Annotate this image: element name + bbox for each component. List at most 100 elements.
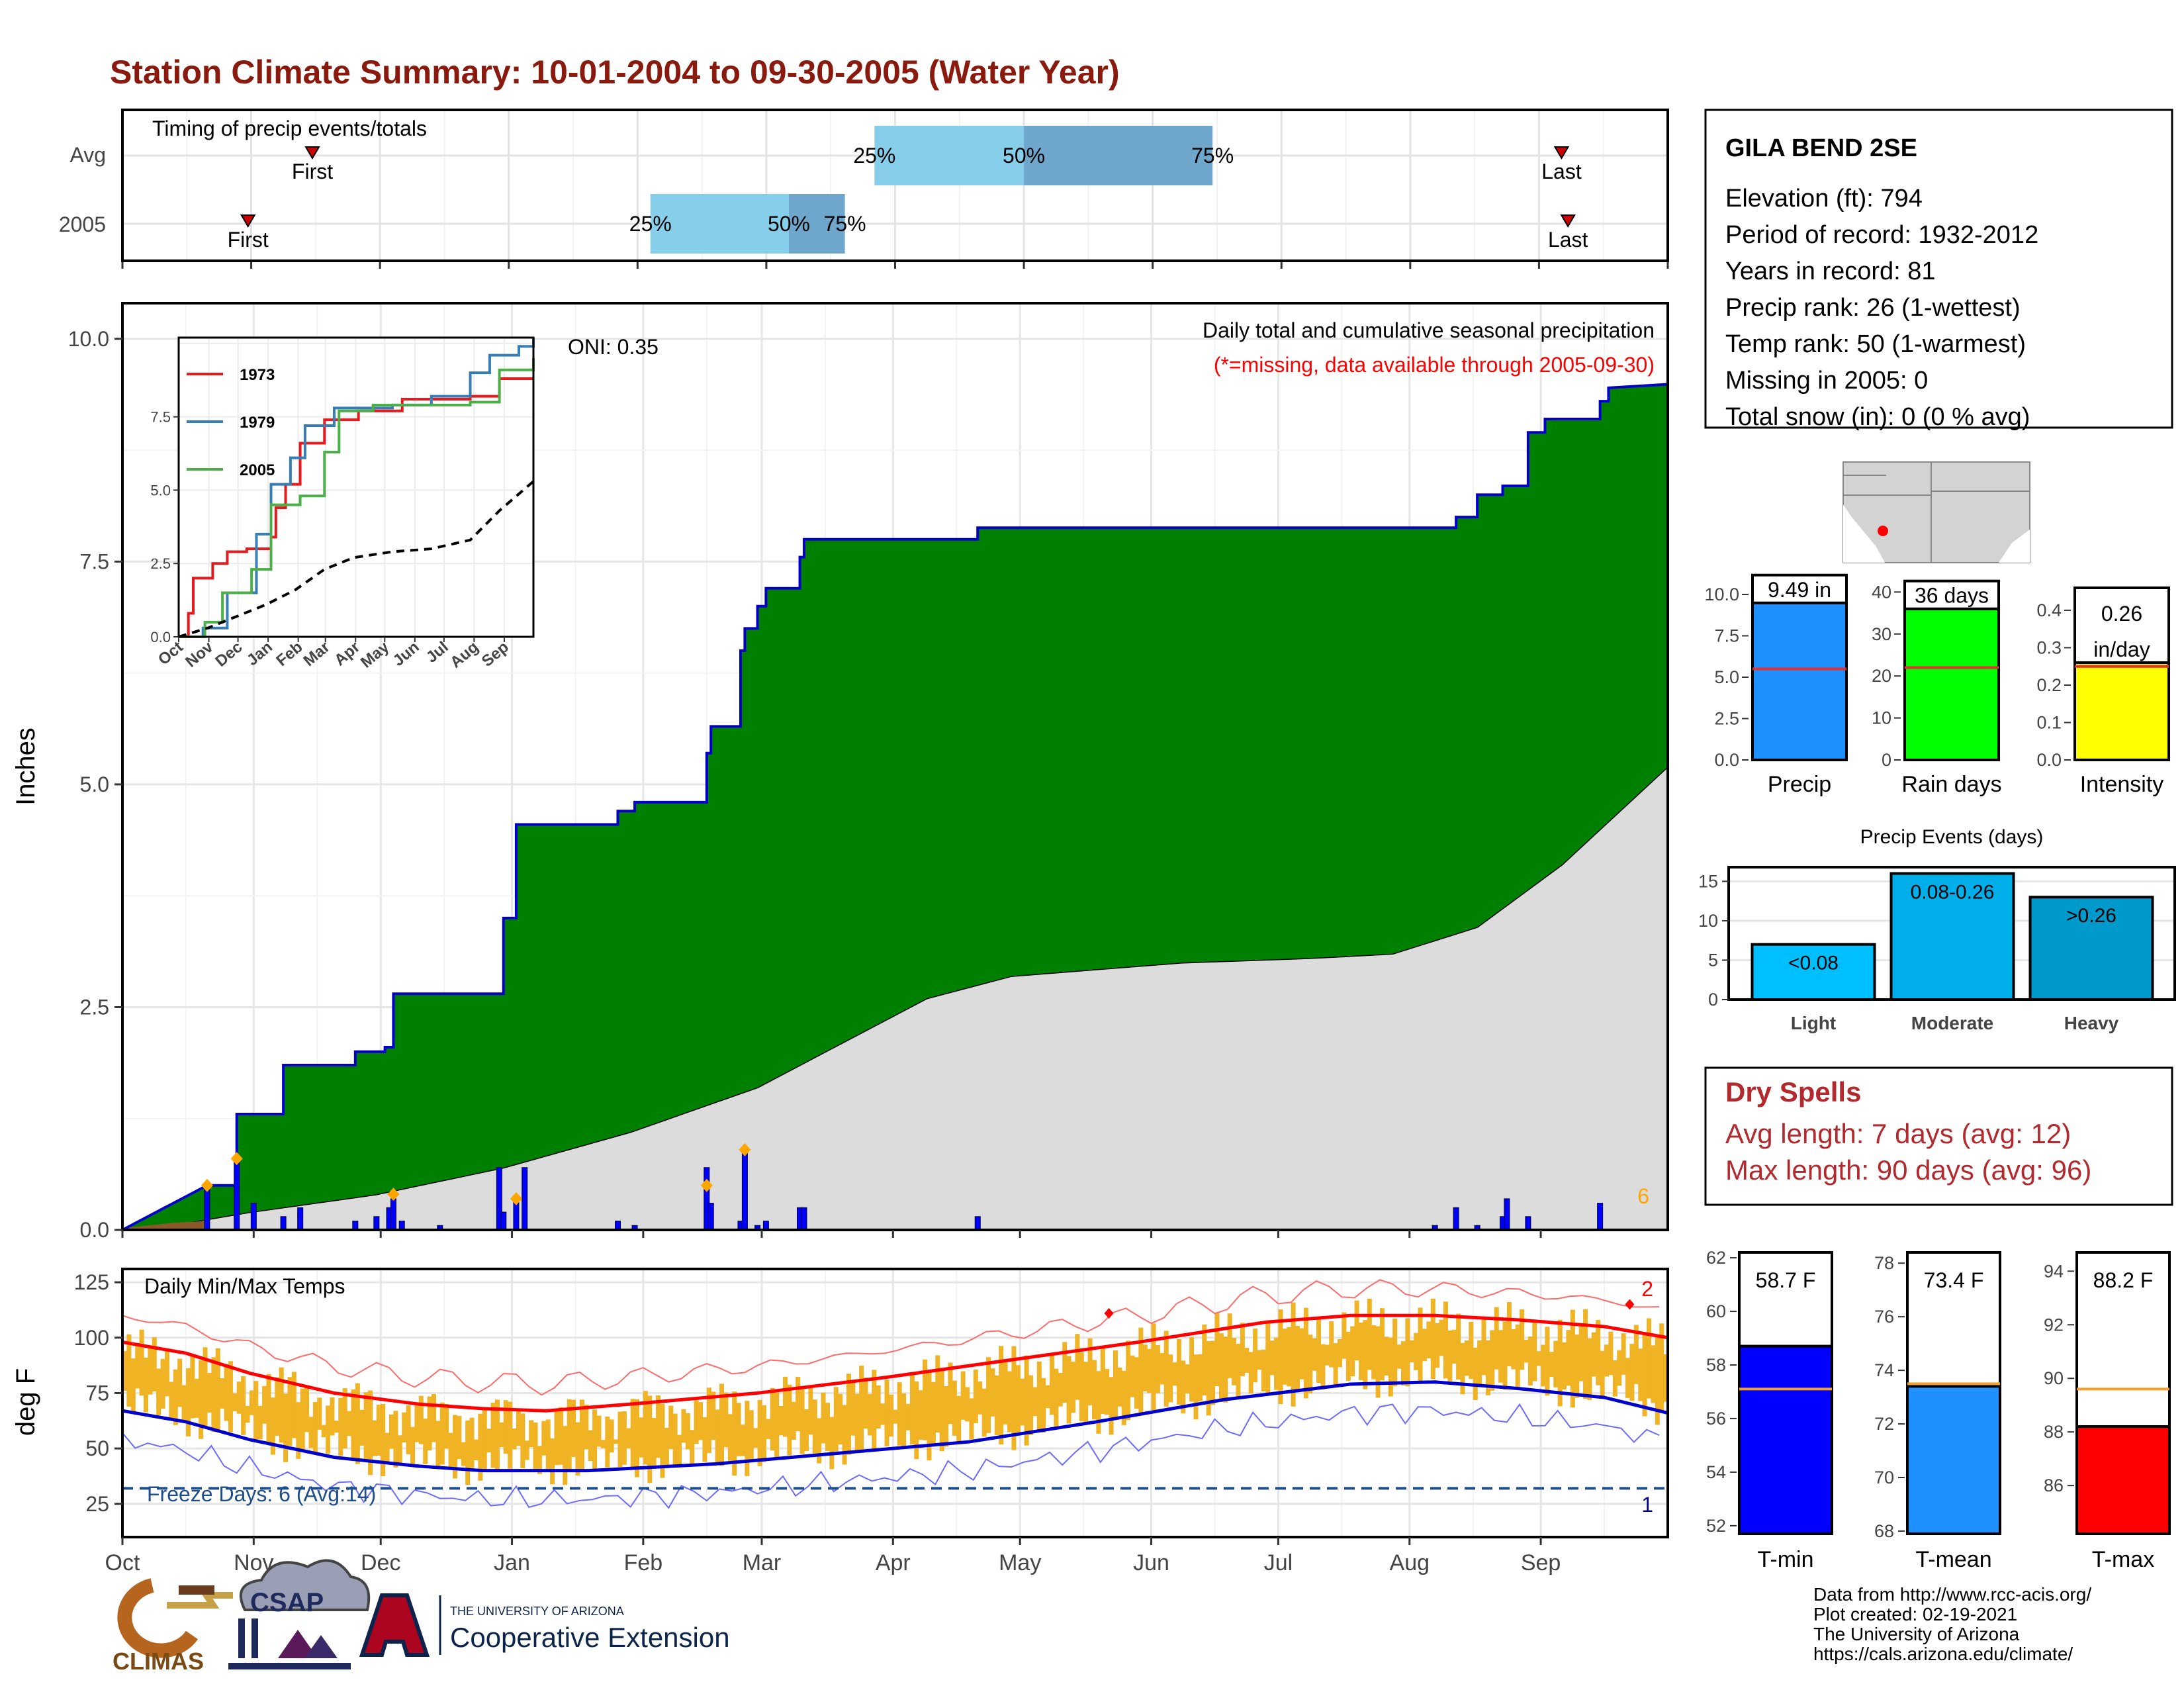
precip-ytick-label: 5.0 [80, 773, 109, 796]
summary-bar-charts: 0.0 2.5 5.0 7.5 10.0 9.49 in Precip 0 10 20 30 40 36… [1704, 573, 2170, 797]
credits: Data from http://www.rcc-acis.org/ Plot … [1813, 1584, 2091, 1664]
daily-temp-range [952, 1380, 957, 1436]
daily-temp-range [1223, 1336, 1228, 1403]
daily-temp-range [152, 1337, 157, 1392]
daily-temp-range [448, 1432, 453, 1468]
daily-temp-range [228, 1361, 233, 1432]
daily-precip-bar [373, 1216, 380, 1231]
daily-temp-range [410, 1427, 416, 1464]
summary-ytick-label: 7.5 [1714, 626, 1739, 646]
daily-temp-range [1414, 1333, 1419, 1370]
summary-ytick-label: 0.2 [2036, 675, 2062, 695]
daily-temp-range [1189, 1336, 1195, 1402]
daily-temp-range [359, 1409, 365, 1446]
daily-temp-range [825, 1403, 830, 1451]
temp-summary-ytick-label: 88 [2044, 1422, 2064, 1442]
summary-ytick-label: 30 [1872, 624, 1891, 644]
daily-temp-range [1477, 1340, 1482, 1386]
daily-temp-range [651, 1418, 657, 1466]
temp-summary-ytick-label: 70 [1874, 1468, 1894, 1487]
daily-temp-range [1181, 1360, 1186, 1414]
daily-temp-range [393, 1411, 398, 1468]
daily-temp-range [1329, 1321, 1334, 1368]
daily-temp-range [1663, 1354, 1668, 1402]
inset-legend-label: 1973 [240, 366, 275, 384]
daily-temp-range [948, 1362, 953, 1425]
daily-temp-range [1371, 1325, 1377, 1380]
daily-temp-range [1185, 1364, 1190, 1393]
station-line-4: Temp rank: 50 (1-warmest) [1725, 330, 2026, 358]
daily-temp-range [232, 1393, 238, 1411]
temp-summary-value-box [2075, 1251, 2171, 1429]
summary-value-box [1751, 573, 1848, 604]
daily-temp-range [706, 1387, 711, 1453]
daily-temp-range [249, 1390, 254, 1415]
daily-temp-range [1570, 1309, 1575, 1408]
daily-temp-range [376, 1404, 381, 1456]
ua-cooperative-extension-logo[interactable]: THE UNIVERSITY OF ARIZONA Cooperative Ex… [359, 1593, 730, 1657]
csap-logo[interactable]: CSAP [228, 1559, 371, 1669]
daily-temp-range [969, 1398, 974, 1440]
record-high-marker [1104, 1307, 1114, 1319]
month-label: Jan [494, 1550, 530, 1575]
temp-title: Daily Min/Max Temps [144, 1274, 345, 1298]
daily-temp-range [1210, 1340, 1216, 1405]
daily-temp-range [1388, 1337, 1393, 1397]
daily-temp-range [1214, 1313, 1220, 1387]
daily-temp-range [1557, 1319, 1563, 1407]
daily-temp-range [1659, 1323, 1664, 1412]
daily-temp-range [1036, 1361, 1042, 1432]
record-high-line [122, 1279, 1660, 1396]
daily-temp-range [584, 1405, 589, 1450]
credit-line-3: https://cals.arizona.edu/climate/ [1813, 1644, 2073, 1664]
daily-temp-range [927, 1370, 932, 1461]
daily-temp-range [732, 1391, 737, 1476]
daily-temp-range [1011, 1346, 1017, 1450]
daily-precip-bar [297, 1207, 304, 1231]
daily-temp-range [994, 1375, 999, 1436]
daily-temp-range [719, 1383, 725, 1466]
temp-summary-label: T-mean [1915, 1547, 1991, 1572]
daily-temp-range [432, 1393, 436, 1442]
precip-events-chart: Precip Events (days) 0 5 10 15 <0.08 Light 0.0… [1698, 826, 2176, 1033]
precip-legend-line1: Daily total and cumulative seasonal prec… [1203, 318, 1655, 342]
daily-temp-range [884, 1380, 889, 1446]
daily-precip-bar [280, 1216, 287, 1231]
month-label: Jun [1133, 1550, 1169, 1575]
daily-temp-range [283, 1393, 289, 1462]
daily-temp-range [867, 1393, 872, 1436]
timing-row-label-avg: Avg [69, 143, 106, 167]
summary-ytick-label: 0.1 [2036, 712, 2062, 732]
temp-summary-value-box [1906, 1251, 2001, 1388]
daily-temp-range [1545, 1327, 1550, 1396]
daily-precip-bar [234, 1158, 240, 1231]
precip-legend-line2: (*=missing, data available through 2005-… [1214, 353, 1655, 377]
daily-temp-range [177, 1358, 183, 1407]
climas-logo[interactable]: CLIMAS [113, 1578, 233, 1675]
timing-marker-label: First [228, 228, 269, 252]
daily-temp-range [1363, 1320, 1368, 1389]
timing-bar-q1 [650, 194, 789, 254]
daily-temp-range [702, 1417, 707, 1462]
daily-precip-bar [352, 1221, 359, 1231]
freeze-days-label: Freeze Days: 6 (Avg:14) [147, 1482, 376, 1506]
month-label: Dec [361, 1550, 400, 1575]
daily-temp-range [1418, 1307, 1423, 1383]
daily-temp-range [503, 1400, 508, 1454]
daily-temp-range [1647, 1318, 1652, 1399]
daily-temp-range [1126, 1340, 1131, 1421]
temp-summary-ytick-label: 52 [1706, 1516, 1726, 1536]
daily-temp-range [1439, 1319, 1444, 1356]
daily-temp-range [808, 1386, 813, 1435]
daily-temp-range [1054, 1368, 1059, 1428]
daily-temp-range [1426, 1321, 1432, 1358]
summary-value-label: 36 days [1915, 584, 1989, 608]
daily-temp-range [347, 1411, 352, 1436]
events-ytick-label: 5 [1708, 950, 1718, 970]
daily-temp-range [156, 1368, 161, 1415]
daily-precip-bar [974, 1216, 981, 1231]
daily-temp-range [1506, 1302, 1512, 1366]
temp-summary-bar-t-min [1738, 1344, 1833, 1535]
daily-temp-range [723, 1392, 729, 1448]
